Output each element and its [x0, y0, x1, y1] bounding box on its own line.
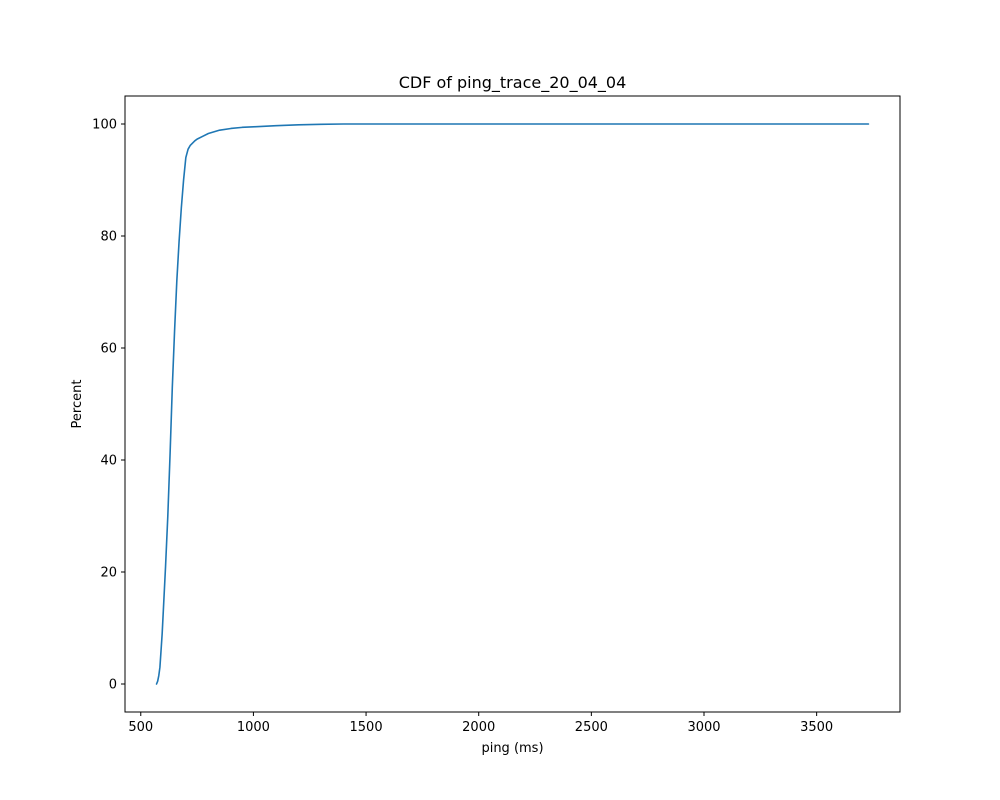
y-tick-label: 20 [100, 566, 117, 581]
x-tick-label: 1500 [350, 720, 383, 735]
cdf-series-line [155, 123, 870, 685]
x-tick-label: 1000 [237, 720, 270, 735]
y-axis-label: Percent [70, 380, 85, 429]
y-tick-label: 80 [100, 230, 117, 245]
x-tick-label: 2500 [575, 720, 608, 735]
x-tick-label: 2000 [462, 720, 495, 735]
x-tick-label: 3500 [800, 720, 833, 735]
y-axis: 0 20 40 60 80 100 [92, 118, 125, 693]
x-axis: 500 1000 1500 2000 2500 3000 3500 [128, 712, 833, 735]
y-tick-label: 0 [109, 678, 117, 693]
plot-frame [124, 95, 901, 713]
chart-title: CDF of ping_trace_20_04_04 [399, 73, 627, 93]
y-tick-label: 40 [100, 454, 117, 469]
plot-line-layer [155, 123, 870, 685]
y-tick-label: 100 [92, 118, 117, 133]
y-tick-label: 60 [100, 342, 117, 357]
x-tick-label: 3000 [687, 720, 720, 735]
x-axis-label: ping (ms) [481, 741, 543, 756]
x-tick-label: 500 [128, 720, 153, 735]
